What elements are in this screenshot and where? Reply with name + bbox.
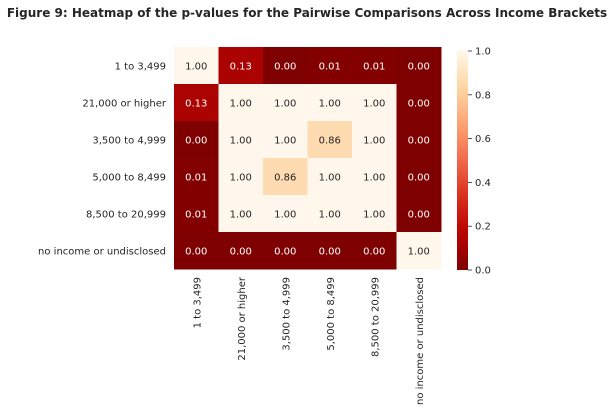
column-tick-label: 21,000 or higher [237, 276, 248, 361]
cell-value-label: 0.00 [185, 247, 207, 258]
heatmap-cell [307, 47, 353, 85]
colorbar-tick-label: 0.2 [475, 222, 491, 233]
cell-value-label: 0.01 [363, 62, 385, 73]
heatmap-cell [218, 121, 264, 159]
cell-value-label: 1.00 [408, 247, 430, 258]
cell-value-label: 1.00 [230, 136, 252, 147]
heatmap-cell [396, 121, 442, 159]
heatmap-cell [174, 121, 219, 159]
heatmap-cell [352, 47, 397, 85]
cell-value-label: 1.00 [274, 99, 296, 110]
heatmap-cell [396, 195, 442, 233]
cell-value-label: 0.13 [230, 62, 252, 73]
cell-value-label: 0.00 [230, 247, 252, 258]
row-tick-label: 5,000 to 8,499 [92, 173, 166, 184]
cell-value-label: 1.00 [363, 173, 385, 184]
row-tick-label: 8,500 to 20,999 [86, 210, 166, 221]
heatmap-cell [174, 195, 219, 233]
cell-value-label: 0.86 [274, 173, 296, 184]
heatmap-cell [218, 47, 264, 85]
heatmap-cell [174, 47, 219, 85]
chart-title: Figure 9: Heatmap of the p-values for th… [7, 6, 607, 20]
row-tick-label: 21,000 or higher [82, 99, 167, 110]
heatmap-cell [352, 158, 397, 196]
cell-value-label: 0.00 [185, 136, 207, 147]
heatmap-cell [352, 84, 397, 122]
heatmap-cell [307, 84, 353, 122]
cell-value-label: 0.00 [408, 173, 430, 184]
heatmap-cell [352, 121, 397, 159]
row-tick-label: 1 to 3,499 [115, 62, 166, 73]
heatmap-cell [174, 232, 219, 270]
cell-value-label: 1.00 [230, 99, 252, 110]
heatmap-cell [352, 232, 397, 270]
heatmap-cell [174, 158, 219, 196]
cell-value-label: 1.00 [363, 210, 385, 221]
cell-value-label: 1.00 [230, 173, 252, 184]
cell-value-label: 0.01 [185, 173, 207, 184]
heatmap-cell [396, 84, 442, 122]
heatmap-cell [263, 121, 308, 159]
column-tick-label: 1 to 3,499 [192, 277, 203, 328]
heatmap-cell [263, 232, 308, 270]
colorbar [457, 51, 468, 270]
colorbar-tick-label: 0.4 [475, 178, 491, 189]
heatmap-cell [396, 158, 442, 196]
cell-value-label: 0.00 [408, 210, 430, 221]
cell-value-label: 0.00 [363, 247, 385, 258]
colorbar-tick-label: 0.8 [475, 90, 491, 101]
heatmap-cell [218, 158, 264, 196]
heatmap-cell [396, 47, 442, 85]
cell-value-label: 1.00 [274, 210, 296, 221]
heatmap-cell [218, 84, 264, 122]
cell-value-label: 1.00 [319, 173, 341, 184]
heatmap-cell [307, 195, 353, 233]
cell-value-label: 0.01 [185, 210, 207, 221]
cell-value-label: 0.13 [185, 99, 207, 110]
colorbar-tick-label: 1.0 [475, 47, 491, 58]
heatmap-cell [263, 195, 308, 233]
column-tick-label: 3,500 to 4,999 [281, 277, 292, 351]
cell-value-label: 0.00 [408, 99, 430, 110]
colorbar-tick-label: 0.0 [475, 266, 491, 277]
column-tick-label: no income or undisclosed [415, 277, 426, 405]
heatmap-cell [352, 195, 397, 233]
heatmap-cell [218, 195, 264, 233]
cell-value-label: 0.00 [408, 136, 430, 147]
cell-value-label: 0.00 [408, 62, 430, 73]
cell-value-label: 1.00 [185, 62, 207, 73]
heatmap-cell [307, 232, 353, 270]
heatmap-cell [263, 84, 308, 122]
heatmap-cell [307, 158, 353, 196]
cell-value-label: 0.00 [274, 247, 296, 258]
cell-value-label: 0.86 [319, 136, 341, 147]
heatmap-cell [263, 158, 308, 196]
cell-value-label: 1.00 [319, 99, 341, 110]
heatmap-cell [307, 121, 353, 159]
heatmap-cell [396, 232, 442, 270]
column-tick-label: 5,000 to 8,499 [326, 277, 337, 351]
cell-value-label: 0.01 [319, 62, 341, 73]
colorbar-tick-label: 0.6 [475, 134, 491, 145]
cell-value-label: 1.00 [230, 210, 252, 221]
cell-value-label: 1.00 [363, 136, 385, 147]
cell-value-label: 1.00 [319, 210, 341, 221]
cell-value-label: 1.00 [274, 136, 296, 147]
cell-value-label: 0.00 [274, 62, 296, 73]
row-tick-label: 3,500 to 4,999 [92, 136, 166, 147]
column-tick-label: 8,500 to 20,999 [370, 277, 381, 357]
heatmap-cell [218, 232, 264, 270]
cell-value-label: 0.00 [319, 247, 341, 258]
cell-value-label: 1.00 [363, 99, 385, 110]
row-tick-label: no income or undisclosed [38, 247, 166, 258]
heatmap-cell [263, 47, 308, 85]
heatmap-cell [174, 84, 219, 122]
